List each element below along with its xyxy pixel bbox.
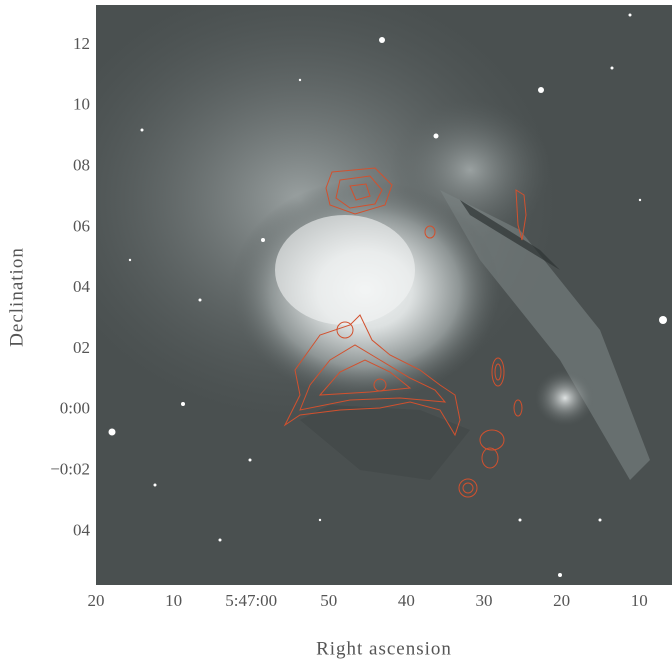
x-tick-label: 20 <box>88 591 105 610</box>
y-tick-label: 08 <box>73 156 90 175</box>
y-tick-label: 0:00 <box>60 399 90 418</box>
x-axis-label: Right ascension <box>316 638 452 659</box>
y-tick-label: 02 <box>73 338 90 357</box>
x-tick-label: 40 <box>398 591 415 610</box>
sky-image <box>40 0 672 585</box>
x-tick-label: 20 <box>553 591 570 610</box>
figure: Right ascension Declination 12 10 08 06 04 02… <box>0 0 672 662</box>
y-tick-label: −0:02 <box>50 460 90 479</box>
x-tick-label: 50 <box>320 591 337 610</box>
y-tick-label: 06 <box>73 216 90 235</box>
page: Right ascension Declination 12 10 08 06 04 02… <box>0 0 672 662</box>
x-tick-label: 5:47:00 <box>225 591 277 610</box>
y-axis-label: Declination <box>6 247 27 347</box>
x-tick-label: 10 <box>165 591 182 610</box>
x-tick-label: 10 <box>631 591 648 610</box>
x-tick-label: 30 <box>476 591 493 610</box>
y-tick-label: 10 <box>73 95 90 114</box>
y-tick-label: 04 <box>73 520 91 539</box>
y-tick-label: 12 <box>73 34 90 53</box>
y-tick-label: 04 <box>73 277 91 296</box>
